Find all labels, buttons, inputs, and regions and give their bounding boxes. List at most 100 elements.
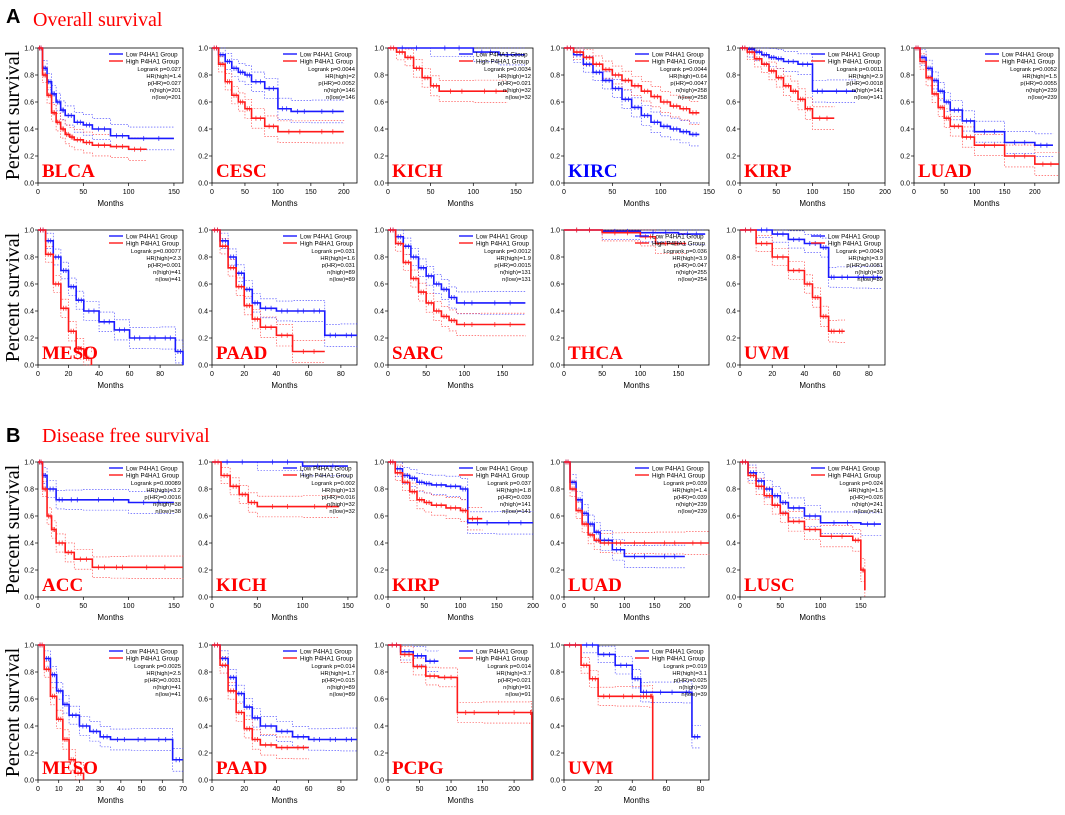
legend-low-label: Low P4HA1 Group	[828, 234, 880, 241]
stat-line: Logrank p=0.0052	[1010, 67, 1057, 73]
stat-line: HR(high)=1.4	[672, 488, 707, 494]
x-tick-label: 150	[305, 189, 317, 196]
stat-line: n(high)=141	[852, 88, 883, 94]
stat-line: Logrank p=0.027	[137, 67, 181, 73]
y-tick-label: 0.6	[198, 100, 208, 107]
y-tick-label: 0.2	[550, 568, 560, 575]
high-group-curve	[564, 229, 687, 245]
stat-line: Logrank p=0.0025	[134, 664, 181, 670]
plot-frame	[37, 461, 184, 598]
km-plot-uvm: 0.0 0.2 0.4 0.6 0.8 1.0 0 20 40 60 80 Months Low P4H…	[550, 642, 710, 805]
stat-line: HR(high)=1.5	[1022, 74, 1057, 80]
x-tick-label: 10	[55, 786, 63, 793]
km-plot-paad: 0.0 0.2 0.4 0.6 0.8 1.0 0 20 40 60 80 Months Low P4H…	[198, 227, 358, 390]
x-tick-label: 150	[843, 189, 855, 196]
stat-line: p(HR)=0.0015	[494, 263, 531, 269]
stat-line: n(high)=255	[676, 270, 707, 276]
y-tick-label: 0.4	[198, 127, 208, 134]
km-plot-pcpg: 0.0 0.2 0.4 0.6 0.8 1.0 0 50 100 150 200 Months Low …	[374, 642, 534, 805]
x-axis-label: Months	[623, 199, 649, 208]
x-axis-label: Months	[271, 613, 297, 622]
high-group-curve	[212, 229, 325, 353]
stat-line: n(low)=41	[155, 277, 181, 283]
x-axis-label: Months	[97, 796, 123, 805]
x-axis-label: Months	[799, 199, 825, 208]
high-ci-upper	[38, 229, 92, 354]
km-plot-cesc: 0.0 0.2 0.4 0.6 0.8 1.0 0 50 100 150 200 Months Low …	[198, 45, 358, 208]
legend-high-label: High P4HA1 Group	[652, 59, 706, 66]
x-tick-label: 200	[527, 603, 539, 610]
y-tick-label: 0.2	[726, 568, 736, 575]
legend-high-label: High P4HA1 Group	[126, 656, 180, 663]
y-tick-label: 0.0	[198, 595, 208, 602]
legend-low-label: Low P4HA1 Group	[476, 649, 528, 656]
y-tick-label: 0.2	[374, 336, 384, 343]
x-tick-label: 100	[272, 189, 284, 196]
legend-low-label: Low P4HA1 Group	[652, 649, 704, 656]
stat-line: n(low)=146	[326, 95, 355, 101]
y-tick-label: 0.0	[374, 778, 384, 785]
plot-frame	[211, 644, 358, 781]
x-tick-label: 60	[126, 371, 134, 378]
y-tick-label: 1.0	[198, 46, 208, 53]
y-tick-label: 0.0	[550, 181, 560, 188]
stat-line: n(high)=41	[153, 270, 181, 276]
stat-line: n(high)=39	[679, 685, 707, 691]
high-ci-upper	[388, 644, 533, 769]
stat-line: Logrank p=0.024	[839, 481, 883, 487]
y-tick-label: 0.4	[550, 541, 560, 548]
y-tick-label: 0.4	[550, 309, 560, 316]
x-tick-label: 50	[776, 603, 784, 610]
y-tick-label: 0.2	[24, 154, 34, 161]
high-group-curve	[564, 47, 700, 114]
legend-high-label: High P4HA1 Group	[476, 59, 530, 66]
stat-line: Logrank p=0.019	[663, 664, 707, 670]
y-tick-label: 0.6	[726, 282, 736, 289]
x-axis-label: Months	[97, 381, 123, 390]
stat-line: n(low)=39	[681, 692, 707, 698]
plot-frame	[37, 644, 184, 781]
x-tick-label: 40	[801, 371, 809, 378]
y-tick-label: 0.6	[900, 100, 910, 107]
legend-low-label: Low P4HA1 Group	[828, 52, 880, 59]
x-axis-label: Months	[271, 796, 297, 805]
y-tick-label: 0.0	[374, 181, 384, 188]
low-group-curve	[564, 461, 685, 558]
panel-b-letter: B	[6, 425, 20, 447]
y-tick-label: 0.8	[726, 255, 736, 262]
stat-line: Logrank p=0.036	[663, 249, 707, 255]
y-tick-label: 0.0	[198, 181, 208, 188]
x-tick-label: 150	[673, 371, 685, 378]
y-tick-label: 0.0	[550, 363, 560, 370]
legend-low-label: Low P4HA1 Group	[652, 466, 704, 473]
legend-high-label: High P4HA1 Group	[126, 59, 180, 66]
plot-frame	[37, 47, 184, 184]
stat-line: p(HR)=0.021	[498, 678, 531, 684]
cancer-type-label: KIRC	[568, 161, 618, 182]
stat-line: Logrank p=0.039	[663, 481, 707, 487]
y-tick-label: 0.0	[550, 595, 560, 602]
y-tick-label: 1.0	[374, 643, 384, 650]
stat-line: n(low)=131	[502, 277, 531, 283]
y-tick-label: 0.8	[374, 255, 384, 262]
stat-line: p(HR)=0.0052	[318, 81, 355, 87]
y-tick-label: 0.2	[374, 154, 384, 161]
x-tick-label: 0	[36, 603, 40, 610]
x-tick-label: 150	[999, 189, 1011, 196]
x-tick-label: 80	[156, 371, 164, 378]
y-tick-label: 0.4	[726, 309, 736, 316]
legend-high-label: High P4HA1 Group	[828, 59, 882, 66]
high-ci-lower	[564, 644, 654, 780]
x-tick-label: 50	[422, 371, 430, 378]
high-ci-upper	[564, 644, 654, 769]
x-tick-label: 0	[738, 371, 742, 378]
panel-a-title: Overall survival	[33, 9, 163, 31]
x-tick-label: 40	[628, 786, 636, 793]
x-tick-label: 150	[342, 603, 354, 610]
stat-line: n(high)=91	[503, 685, 531, 691]
x-tick-label: 60	[305, 786, 313, 793]
high-ci-lower	[740, 461, 866, 597]
x-tick-label: 50	[416, 786, 424, 793]
stat-line: n(low)=41	[155, 692, 181, 698]
cancer-type-label: MESO	[42, 758, 98, 779]
